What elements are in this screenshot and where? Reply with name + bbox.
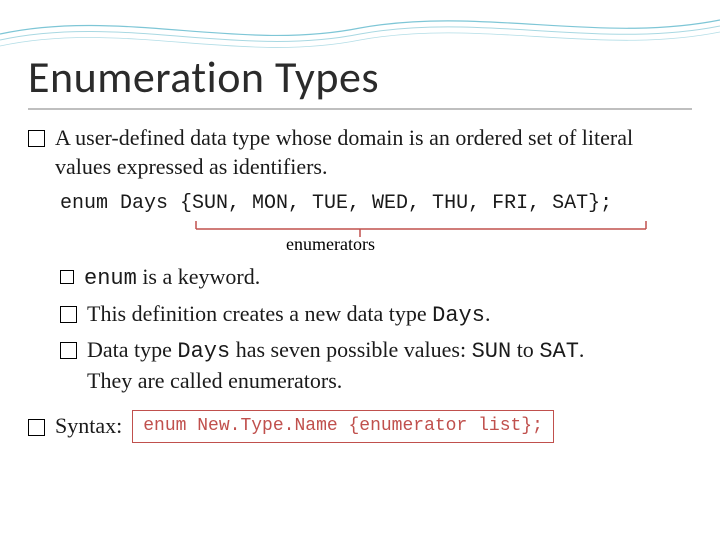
is-keyword-text: is a keyword. (137, 264, 260, 289)
sub-bullet-1: enum is a keyword. (60, 263, 692, 294)
days-type: Days (432, 303, 485, 328)
period: . (579, 337, 585, 362)
they-are-text: They are called enumerators. (87, 368, 342, 393)
syntax-box: enum New.Type.Name {enumerator list}; (132, 410, 554, 443)
syntax-label: Syntax: (55, 412, 122, 441)
title-underline (28, 108, 692, 110)
enumerators-label: enumerators (286, 233, 375, 256)
slide-content: Enumeration Types A user-defined data ty… (0, 0, 720, 443)
syntax-row: Syntax: enum New.Type.Name {enumerator l… (28, 410, 692, 443)
datatype-prefix: Data type (87, 337, 177, 362)
enum-keyword: enum (84, 266, 137, 291)
main-bullet-row: A user-defined data type whose domain is… (28, 124, 692, 181)
to-text: to (511, 337, 539, 362)
enum-code-line: enum Days {SUN, MON, TUE, WED, THU, FRI,… (60, 191, 692, 217)
sub-bullets: enum is a keyword. This definition creat… (60, 263, 692, 395)
main-bullet-text: A user-defined data type whose domain is… (55, 124, 692, 181)
sun-value: SUN (472, 339, 512, 364)
sub-bullet-2-text: This definition creates a new data type … (87, 300, 490, 331)
sub-bullet-1-text: enum is a keyword. (84, 263, 260, 294)
slide-title: Enumeration Types (28, 50, 692, 104)
sub-bullet-3-text: Data type Days has seven possible values… (87, 336, 584, 395)
creates-prefix: This definition creates a new data type (87, 301, 432, 326)
sub-bullet-3: Data type Days has seven possible values… (60, 336, 692, 395)
sub-bullet-2: This definition creates a new data type … (60, 300, 692, 331)
square-bullet-icon (60, 270, 74, 284)
square-bullet-icon (60, 342, 77, 359)
creates-suffix: . (485, 301, 491, 326)
square-bullet-icon (28, 419, 45, 436)
square-bullet-icon (60, 306, 77, 323)
sat-value: SAT (539, 339, 579, 364)
slide-body: A user-defined data type whose domain is… (28, 124, 692, 443)
square-bullet-icon (28, 130, 45, 147)
days-type-2: Days (177, 339, 230, 364)
enumerators-bracket: enumerators (60, 217, 692, 257)
has-values: has seven possible values: (230, 337, 471, 362)
